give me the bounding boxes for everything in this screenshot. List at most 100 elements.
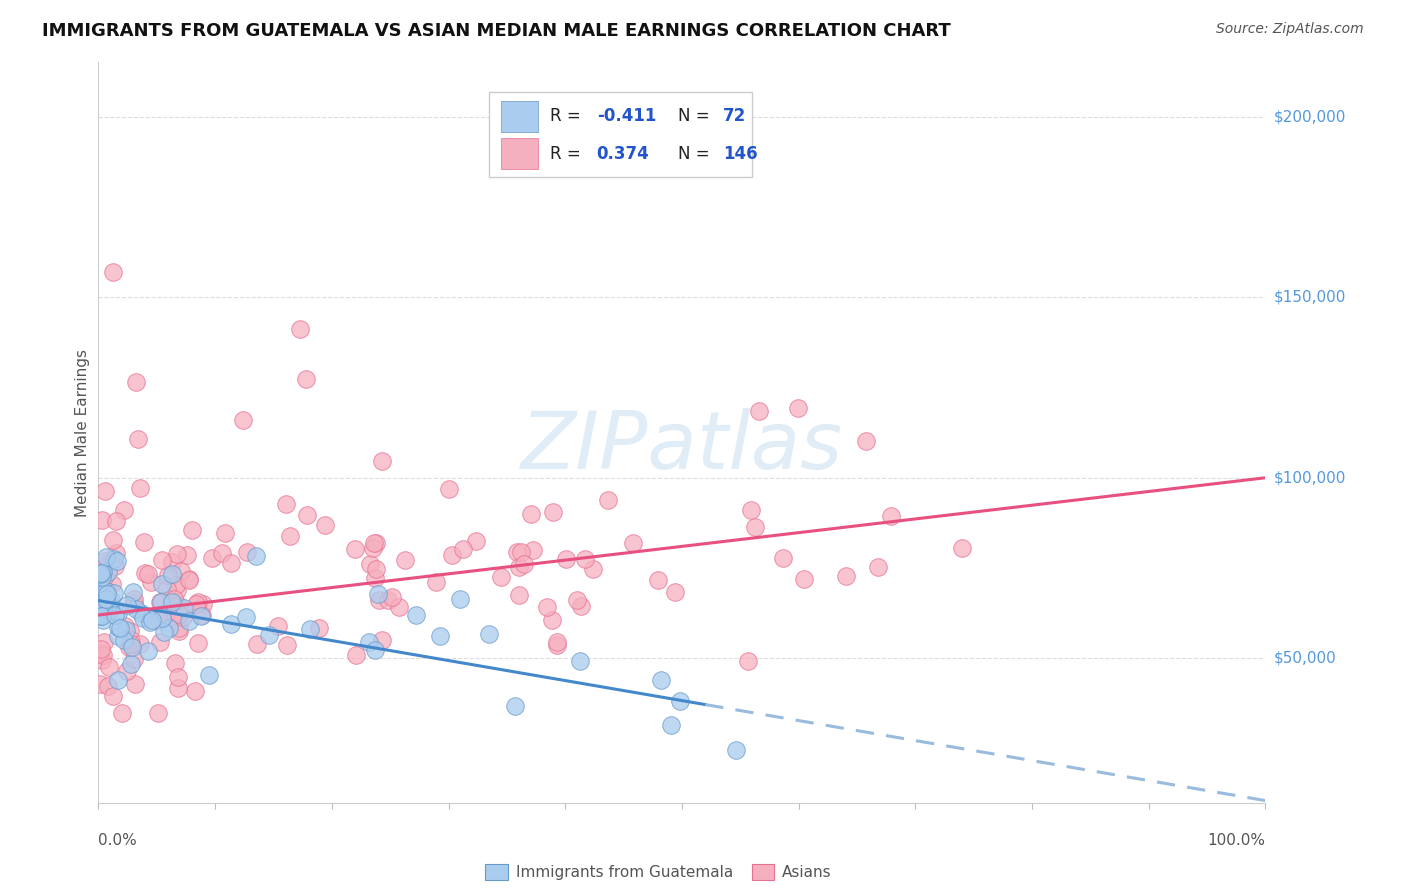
Point	[737, 654, 759, 668]
Point	[160, 555, 183, 569]
Point	[664, 585, 686, 599]
Point	[740, 502, 762, 516]
Point	[245, 549, 267, 564]
Point	[506, 544, 529, 558]
Point	[621, 536, 644, 550]
Text: $50,000: $50,000	[1274, 651, 1337, 665]
Point	[363, 643, 385, 657]
Point	[94, 592, 117, 607]
Point	[793, 572, 815, 586]
Point	[103, 551, 125, 566]
Point	[181, 523, 204, 537]
Text: 0.0%: 0.0%	[98, 833, 138, 848]
Point	[160, 592, 183, 607]
Point	[405, 607, 427, 622]
Point	[91, 613, 114, 627]
Point	[120, 657, 142, 671]
Point	[107, 620, 129, 634]
Point	[141, 613, 163, 627]
Point	[112, 632, 135, 647]
Point	[290, 322, 312, 336]
Point	[541, 505, 564, 519]
Point	[167, 681, 190, 696]
Point	[93, 566, 115, 580]
Point	[267, 619, 290, 633]
Point	[132, 610, 155, 624]
Point	[508, 559, 530, 574]
Point	[94, 554, 117, 568]
Point	[128, 481, 150, 495]
Point	[129, 606, 152, 620]
Point	[772, 550, 794, 565]
Point	[98, 597, 121, 611]
Point	[359, 558, 381, 572]
Point	[103, 689, 125, 703]
Point	[278, 529, 301, 543]
Point	[177, 572, 200, 586]
Y-axis label: Median Male Earnings: Median Male Earnings	[75, 349, 90, 516]
Point	[536, 599, 558, 614]
Point	[368, 593, 391, 607]
Point	[232, 413, 254, 427]
Point	[91, 608, 114, 623]
FancyBboxPatch shape	[489, 92, 752, 178]
Point	[90, 642, 112, 657]
Point	[89, 570, 111, 584]
Point	[100, 593, 122, 607]
Point	[91, 584, 114, 599]
Text: ZIPatlas: ZIPatlas	[520, 409, 844, 486]
Point	[950, 541, 973, 555]
Point	[101, 533, 124, 547]
Point	[118, 624, 141, 638]
Point	[546, 635, 568, 649]
Point	[150, 607, 173, 622]
Point	[129, 637, 152, 651]
Point	[167, 598, 190, 612]
Point	[211, 546, 233, 560]
Point	[96, 586, 118, 600]
Point	[90, 566, 112, 580]
Text: 72: 72	[723, 108, 747, 126]
Point	[541, 613, 564, 627]
Point	[569, 599, 592, 613]
Point	[107, 629, 129, 643]
Point	[198, 668, 221, 682]
Point	[214, 526, 236, 541]
Point	[122, 596, 145, 610]
Point	[257, 628, 280, 642]
Point	[139, 615, 162, 629]
FancyBboxPatch shape	[501, 101, 538, 132]
Point	[246, 637, 269, 651]
Text: IMMIGRANTS FROM GUATEMALA VS ASIAN MEDIAN MALE EARNINGS CORRELATION CHART: IMMIGRANTS FROM GUATEMALA VS ASIAN MEDIA…	[42, 22, 950, 40]
Point	[115, 599, 138, 613]
Point	[176, 549, 198, 563]
Point	[124, 592, 146, 607]
Point	[103, 586, 125, 600]
Point	[429, 629, 451, 643]
Point	[97, 566, 120, 580]
Point	[508, 588, 530, 602]
Point	[96, 583, 118, 598]
Point	[157, 621, 180, 635]
Point	[565, 593, 588, 607]
Point	[89, 646, 111, 660]
Point	[371, 453, 394, 467]
Text: 146: 146	[723, 145, 758, 162]
Point	[125, 602, 148, 616]
Point	[596, 492, 619, 507]
Point	[90, 570, 112, 584]
Point	[186, 597, 208, 611]
Point	[868, 560, 890, 574]
Point	[510, 545, 533, 559]
Point	[441, 549, 464, 563]
Point	[724, 743, 747, 757]
Point	[835, 568, 858, 582]
Point	[276, 638, 298, 652]
Point	[366, 562, 388, 576]
Point	[89, 608, 111, 623]
Point	[314, 517, 336, 532]
Point	[91, 600, 114, 615]
Point	[115, 664, 138, 678]
Text: 0.374: 0.374	[596, 145, 650, 162]
Point	[115, 623, 138, 637]
